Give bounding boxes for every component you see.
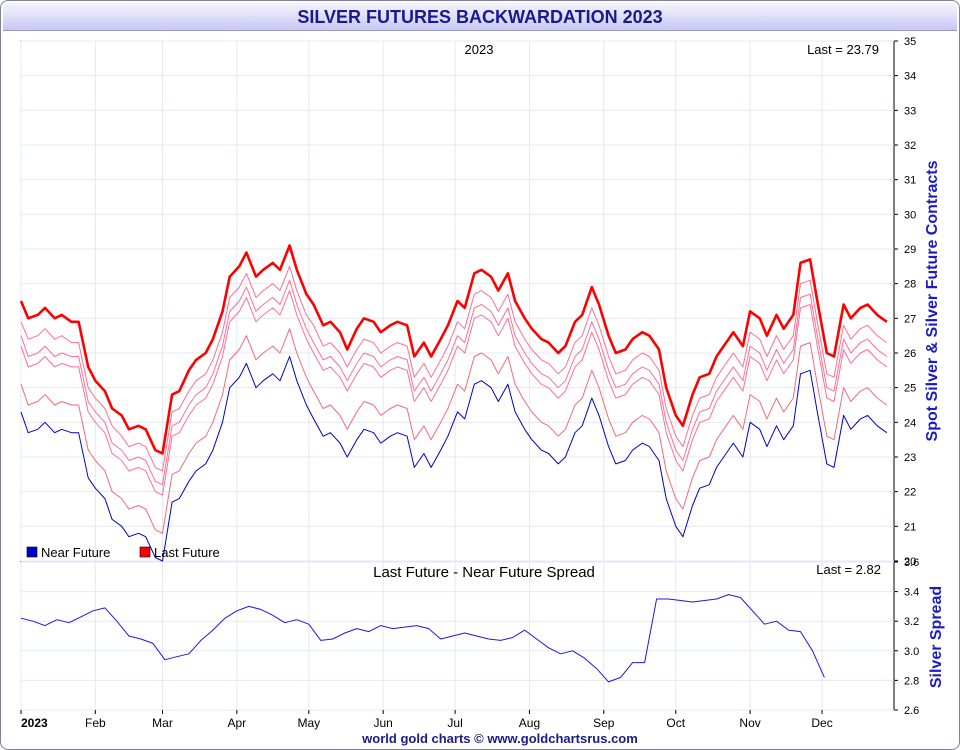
top-y-tick-label: 24 — [904, 417, 916, 429]
bottom-series-group — [20, 594, 825, 683]
legend-last-swatch — [139, 546, 151, 558]
top-y-tick-label: 27 — [904, 313, 916, 325]
top-y-tick-label: 28 — [904, 279, 916, 291]
top-y-tick-label: 25 — [904, 383, 916, 395]
top-y-ticks: 20 21 22 23 24 25 26 27 28 29 30 31 32 33 34 35 — [894, 36, 916, 568]
top-y-tick-label: 29 — [904, 244, 916, 256]
bottom-last-label: Last = 2.82 — [816, 562, 881, 577]
series-line-middle-contract — [20, 290, 888, 496]
top-panel-year: 2023 — [465, 42, 494, 57]
x-tick-label: Jul — [447, 716, 462, 730]
top-y-tick-label: 21 — [904, 521, 916, 533]
x-tick-label: Mar — [152, 716, 173, 730]
x-tick-label: Jun — [373, 716, 392, 730]
bottom-y-tick-label: 3.0 — [904, 646, 919, 658]
series-line-middle-contract — [20, 265, 888, 472]
top-y-tick-label: 32 — [904, 140, 916, 152]
x-tick-label: Dec — [811, 716, 832, 730]
bottom-plot-area — [20, 561, 895, 711]
bottom-y-tick-label: 3.4 — [904, 587, 919, 599]
legend-near-label: Near Future — [41, 545, 110, 560]
x-tick-label: May — [297, 716, 320, 730]
top-y-tick-label: 26 — [904, 348, 916, 360]
top-y-tick-label: 20 — [904, 556, 916, 568]
x-tick-label: Apr — [228, 716, 247, 730]
series-line-last-future — [19, 244, 888, 455]
bottom-panel-title: Last Future - Near Future Spread — [373, 564, 595, 581]
x-tick-label: Feb — [85, 716, 106, 730]
bottom-y-tick-label: 2.8 — [904, 675, 919, 687]
x-tick-label: Aug — [519, 716, 540, 730]
series-line-silver-spread — [20, 594, 825, 683]
top-y-tick-label: 31 — [904, 175, 916, 187]
x-tick-label: Oct — [666, 716, 685, 730]
legend-last-label: Last Future — [154, 545, 220, 560]
x-tick-label: 2023 — [21, 716, 48, 730]
footer-credit: world gold charts © www.goldchartsrus.co… — [361, 731, 638, 746]
top-grid — [20, 40, 894, 562]
series-line-near-future — [20, 356, 888, 562]
x-axis-ticks: 2023 Feb Mar Apr May Jun Jul Aug Sep Oct Nov Dec — [20, 710, 833, 730]
series-line-middle-contract — [20, 279, 888, 486]
top-y-tick-label: 23 — [904, 452, 916, 464]
top-y-tick-label: 35 — [904, 36, 916, 48]
bottom-y-ticks: 2.6 2.8 3.0 3.2 3.4 3.6 — [894, 557, 919, 717]
top-y-tick-label: 34 — [904, 71, 916, 83]
top-series-group — [19, 244, 888, 562]
legend-near-swatch — [26, 546, 38, 558]
title-bar: SILVER FUTURES BACKWARDATION 2023 — [3, 3, 957, 31]
top-y-tick-label: 33 — [904, 105, 916, 117]
bottom-y-axis-title: Silver Spread — [928, 586, 945, 688]
top-last-label: Last = 23.79 — [807, 42, 879, 57]
chart-title: SILVER FUTURES BACKWARDATION 2023 — [297, 7, 663, 27]
top-y-tick-label: 22 — [904, 487, 916, 499]
bottom-grid — [20, 561, 894, 711]
bottom-y-tick-label: 3.2 — [904, 616, 919, 628]
bottom-y-tick-label: 2.6 — [904, 705, 919, 717]
x-tick-label: Nov — [739, 716, 760, 730]
top-y-axis-title: Spot Silver & Silver Future Contracts — [924, 160, 941, 441]
top-y-tick-label: 30 — [904, 209, 916, 221]
x-tick-label: Sep — [593, 716, 615, 730]
series-line-middle-contract — [20, 328, 888, 534]
bottom-y-tick-label: 3.6 — [904, 557, 919, 569]
